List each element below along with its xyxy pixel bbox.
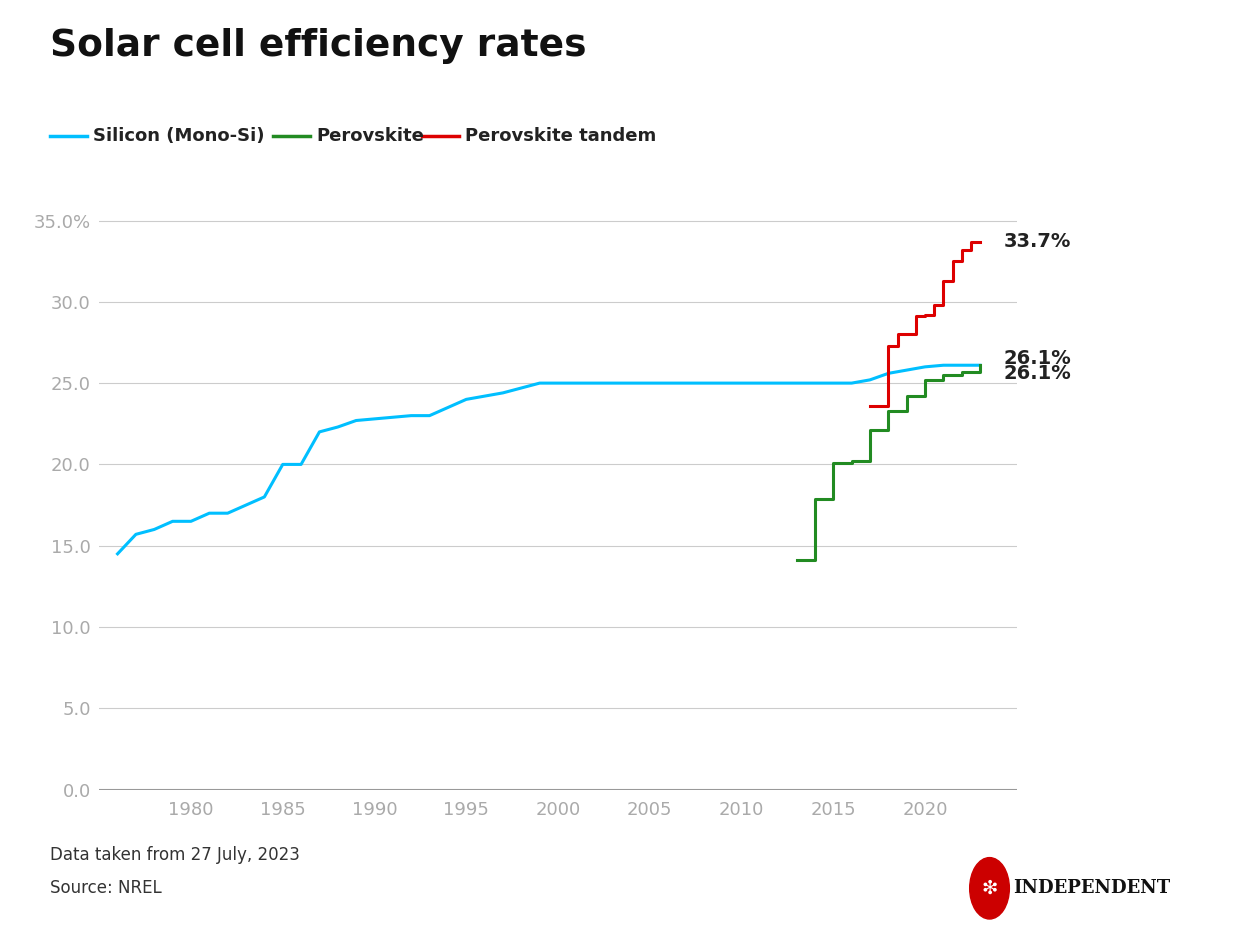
Text: Perovskite: Perovskite: [316, 127, 424, 146]
Text: Data taken from 27 July, 2023: Data taken from 27 July, 2023: [50, 846, 300, 864]
Text: ❇: ❇: [981, 879, 998, 898]
Text: Solar cell efficiency rates: Solar cell efficiency rates: [50, 28, 587, 64]
Text: Perovskite tandem: Perovskite tandem: [465, 127, 656, 146]
Text: 26.1%: 26.1%: [1004, 350, 1071, 368]
Text: Silicon (Mono-Si): Silicon (Mono-Si): [93, 127, 264, 146]
Text: Source: NREL: Source: NREL: [50, 879, 161, 897]
Ellipse shape: [970, 857, 1009, 919]
Text: 33.7%: 33.7%: [1004, 232, 1071, 251]
Text: INDEPENDENT: INDEPENDENT: [1013, 879, 1171, 898]
Text: 26.1%: 26.1%: [1004, 364, 1071, 383]
